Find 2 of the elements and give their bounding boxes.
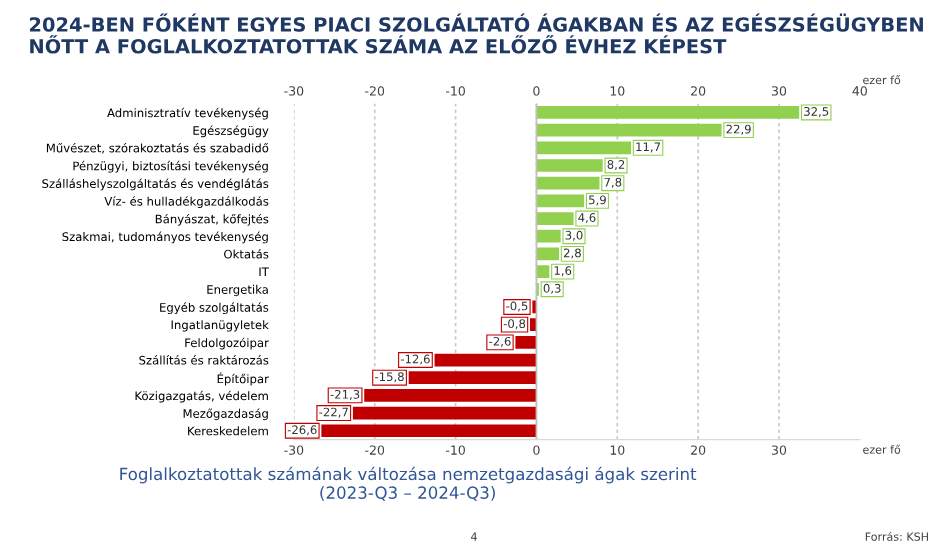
text: Foglalkoztatottak számának változása nemzetgazdasági ágak szerint (2023-Q3 – 2024-Q3) [120,466,697,501]
chart-title: 2024-BEN FŐKÉNT EGYES PIACI SZOLGÁLTATÓ ÁGAKBAN ÉS AZ EGÉSZSÉGÜGYBEN NŐTT A FOGLALKOZTATOTTAK SZÁMA AZ ELŐZŐ ÉVHEZ KÉPEST [29,13,923,54]
